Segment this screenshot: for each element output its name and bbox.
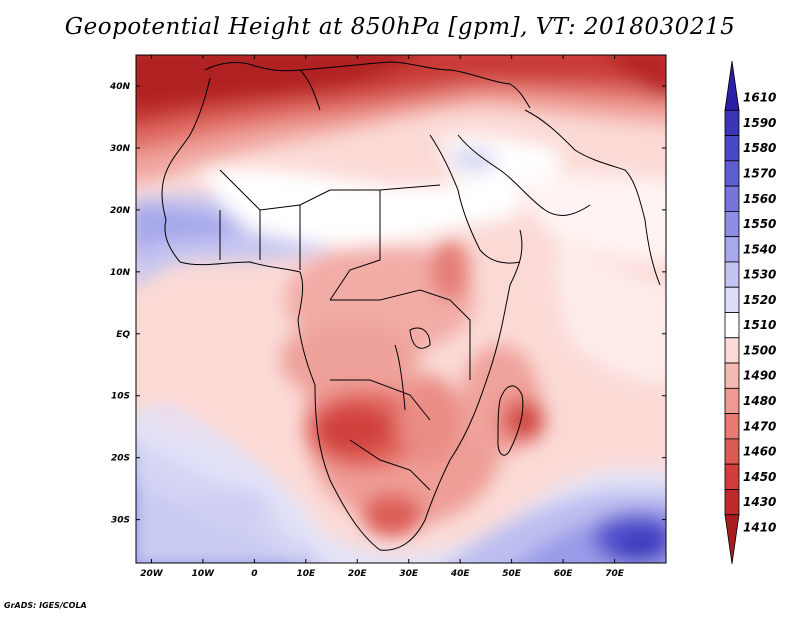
page-title: Geopotential Height at 850hPa [gpm], VT:… bbox=[64, 14, 736, 40]
lon-tick-label: 70E bbox=[605, 569, 625, 579]
colorbar-label: 1550 bbox=[743, 217, 776, 231]
colorbar-label: 1520 bbox=[743, 293, 776, 307]
lat-tick-label: 30S bbox=[111, 516, 130, 526]
colorbar-label: 1570 bbox=[743, 166, 776, 180]
colorbar-box bbox=[724, 438, 740, 465]
lon-tick-label: 10W bbox=[192, 569, 216, 579]
lat-tick-label: 10S bbox=[111, 392, 130, 402]
colorbar-label: 1480 bbox=[743, 394, 776, 408]
colorbar-box bbox=[724, 312, 740, 339]
colorbar-label: 1540 bbox=[743, 242, 776, 256]
colorbar-box bbox=[724, 261, 740, 288]
colorbar-label: 1470 bbox=[743, 419, 776, 433]
colorbar-label: 1580 bbox=[743, 141, 776, 155]
lat-tick-label: 30N bbox=[110, 144, 131, 154]
colorbar-box bbox=[724, 362, 740, 389]
colorbar-box bbox=[724, 387, 740, 415]
colorbar-box bbox=[724, 337, 740, 364]
colorbar-arrow-bottom bbox=[724, 514, 740, 565]
lon-tick-label: 50E bbox=[502, 569, 522, 579]
colorbar-label: 1590 bbox=[743, 116, 776, 130]
colorbar-box bbox=[724, 109, 740, 136]
coastlines bbox=[161, 61, 661, 551]
colorbar-label: 1490 bbox=[743, 369, 776, 383]
colorbar-label: 1410 bbox=[743, 520, 776, 534]
credit-text: GrADS: IGES/COLA bbox=[4, 601, 87, 610]
lat-tick-label: 20S bbox=[111, 454, 130, 464]
lon-tick-label: 20W bbox=[140, 569, 164, 579]
longitude-axis: 20W 10W 0 10E 20E 30E 40E 50E 60E 70E bbox=[140, 55, 625, 579]
colorbar-label: 1610 bbox=[743, 91, 776, 105]
geopotential-field bbox=[136, 55, 666, 563]
colorbar-box bbox=[724, 210, 740, 238]
colorbar-label: 1560 bbox=[743, 192, 776, 206]
colorbar-label: 1530 bbox=[743, 268, 776, 282]
colorbar-label: 1450 bbox=[743, 470, 776, 484]
colorbar-label: 1460 bbox=[743, 445, 776, 459]
latitude-axis: 40N 30N 20N 10N EQ 10S 20S 30S bbox=[109, 82, 666, 526]
colorbar-box bbox=[724, 236, 740, 263]
colorbar-label: 1510 bbox=[743, 318, 776, 332]
colorbar-box bbox=[724, 489, 740, 516]
colorbar: 1610 1590 1580 1570 1560 1550 1540 1530 1520 1510… bbox=[724, 60, 776, 565]
colorbar-label: 1500 bbox=[743, 343, 776, 357]
colorbar-box bbox=[724, 286, 740, 313]
lon-tick-label: 0 bbox=[251, 569, 257, 579]
lat-tick-label: 10N bbox=[110, 268, 131, 278]
colorbar-box bbox=[724, 413, 740, 440]
lon-tick-label: 60E bbox=[554, 569, 574, 579]
lon-tick-label: 20E bbox=[348, 569, 368, 579]
colorbar-box bbox=[724, 185, 740, 212]
colorbar-box bbox=[724, 135, 740, 162]
lat-tick-label: 40N bbox=[109, 82, 131, 92]
colorbar-box bbox=[724, 463, 740, 490]
colorbar-box bbox=[724, 160, 740, 187]
lon-tick-label: 30E bbox=[399, 569, 419, 579]
colorbar-arrow-top bbox=[724, 60, 740, 111]
colorbar-label: 1430 bbox=[743, 495, 776, 509]
lon-tick-label: 10E bbox=[296, 569, 316, 579]
lat-tick-label: EQ bbox=[116, 330, 130, 340]
map-frame bbox=[135, 54, 667, 564]
lon-tick-label: 40E bbox=[450, 569, 471, 579]
lat-tick-label: 20N bbox=[110, 206, 131, 216]
